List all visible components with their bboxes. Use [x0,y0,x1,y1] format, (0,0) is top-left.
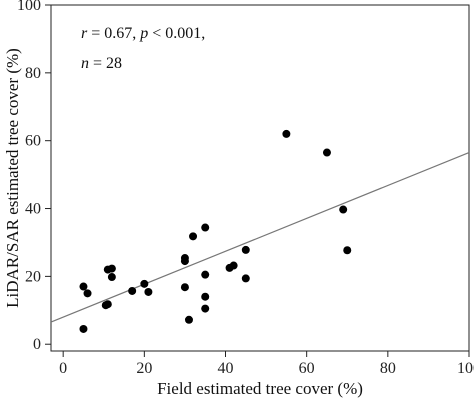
annotation-sample-size: n = 28 [81,55,122,72]
data-point [83,289,92,298]
x-tick-label: 0 [59,360,67,377]
data-point [144,287,153,296]
data-point [229,261,238,270]
data-point [107,264,116,273]
data-points [79,129,352,333]
data-point [201,223,210,232]
data-point [201,304,210,313]
x-tick-label: 40 [218,360,234,377]
data-point [241,245,250,254]
data-point [282,129,291,138]
data-point [343,246,352,255]
data-point [241,274,250,283]
annotation-correlation: r = 0.67, p < 0.001, [81,25,205,42]
y-axis-label: LiDAR/SAR estimated tree cover (%) [3,48,22,308]
data-point [180,283,189,292]
regression-line [50,152,470,323]
x-tick-label: 60 [299,360,315,377]
y-tick-label: 40 [25,201,41,218]
y-tick-label: 60 [25,133,41,150]
data-point [107,273,116,282]
y-tick-label: 80 [25,65,41,82]
data-point [79,324,88,333]
x-axis-ticks: 0 20 40 60 80 100 [59,351,474,377]
data-point [201,270,210,279]
x-tick-label: 20 [136,360,152,377]
data-point [128,286,137,295]
x-tick-label: 80 [380,360,396,377]
data-point [189,232,198,241]
data-point [322,148,331,157]
y-tick-label: 0 [33,336,41,353]
data-point [201,292,210,301]
y-tick-label: 20 [25,268,41,285]
data-point [103,300,112,309]
data-point [140,279,149,288]
y-axis-ticks: 0 20 40 60 80 100 [17,0,51,353]
data-point [79,282,88,291]
data-point [180,254,189,263]
x-tick-label: 100 [457,360,474,377]
plot-frame [50,4,470,352]
y-tick-label: 100 [17,0,41,14]
x-axis-label: Field estimated tree cover (%) [157,379,363,398]
data-point [184,315,193,324]
data-point [339,205,348,214]
